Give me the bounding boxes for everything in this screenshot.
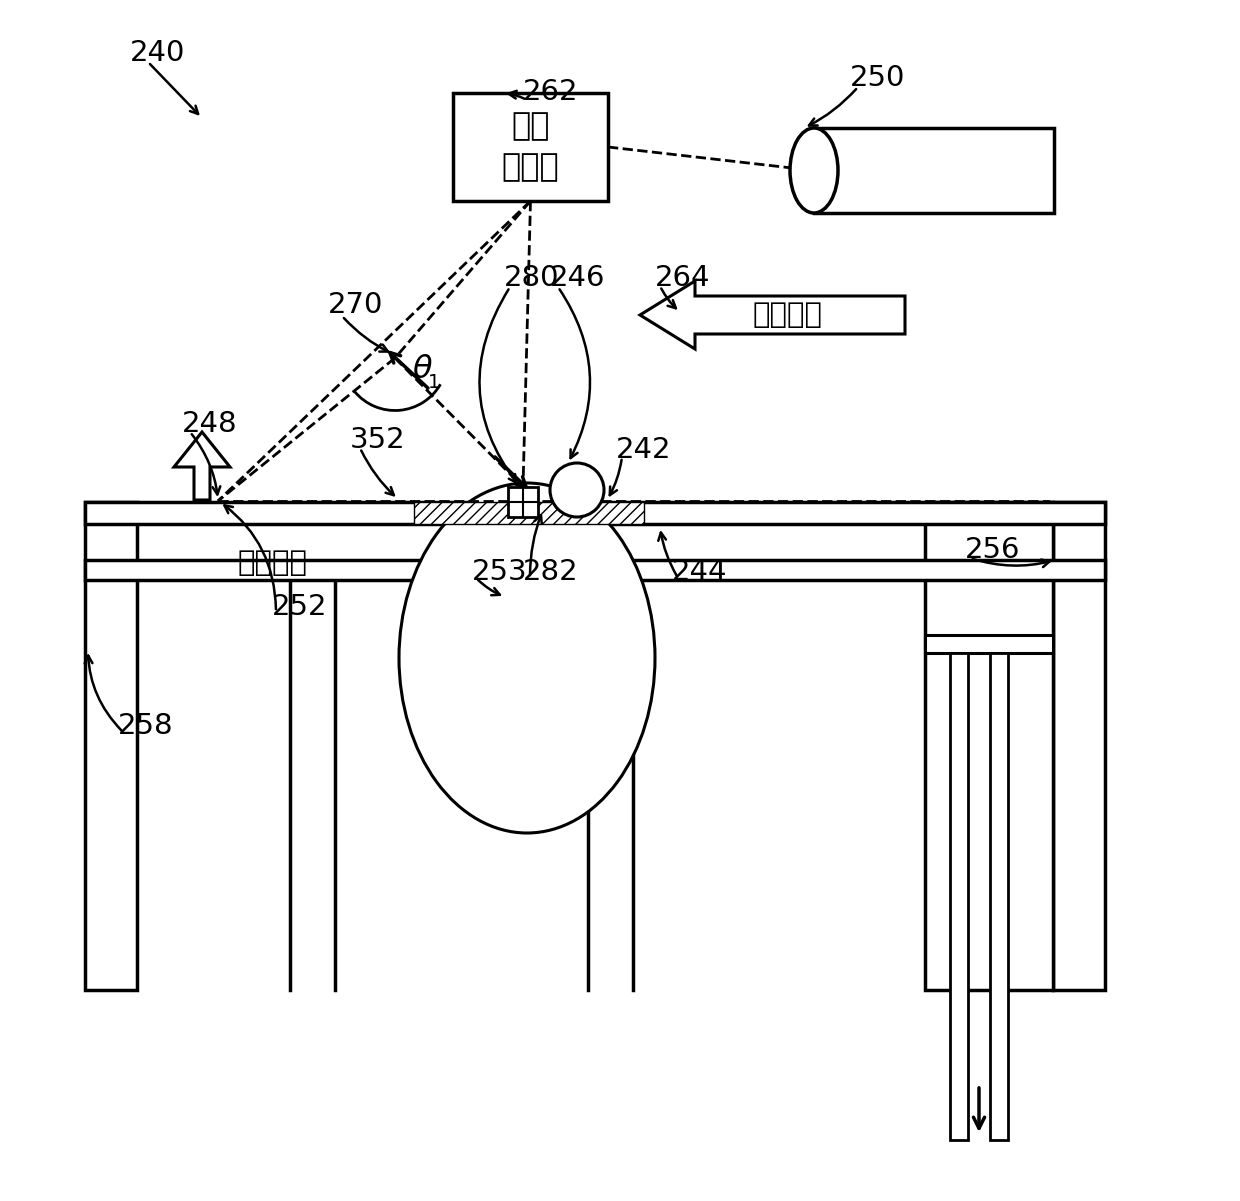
Text: 256: 256 (965, 536, 1021, 564)
Text: 270: 270 (329, 291, 383, 319)
Polygon shape (640, 281, 905, 349)
Text: 250: 250 (849, 64, 905, 92)
Polygon shape (174, 432, 229, 500)
Circle shape (551, 464, 604, 516)
Bar (925, 635, 1053, 653)
Bar (86, 502, 1105, 524)
Text: 240: 240 (130, 38, 185, 67)
Text: 248: 248 (182, 410, 238, 438)
Text: 振镜
扫描器: 振镜 扫描器 (502, 112, 559, 183)
Text: 280: 280 (503, 264, 559, 292)
Text: 244: 244 (672, 558, 728, 586)
Bar (1053, 502, 1105, 990)
Text: 264: 264 (655, 264, 711, 292)
Text: 1: 1 (428, 374, 440, 393)
Text: 352: 352 (350, 426, 405, 454)
Bar (86, 502, 136, 990)
Bar (508, 486, 538, 516)
Text: 重涂方向: 重涂方向 (753, 301, 822, 329)
Text: 262: 262 (523, 78, 579, 106)
Text: 242: 242 (616, 436, 672, 464)
Ellipse shape (399, 483, 655, 833)
Bar (414, 502, 644, 524)
Bar (86, 560, 1105, 580)
Text: θ: θ (412, 354, 432, 386)
Bar (453, 92, 608, 201)
Text: 282: 282 (523, 558, 579, 586)
Bar (990, 653, 1008, 1140)
Text: 246: 246 (551, 264, 605, 292)
Text: 构建方向: 构建方向 (238, 549, 308, 576)
Bar (925, 502, 1053, 990)
Text: 253: 253 (472, 558, 528, 586)
Text: 252: 252 (272, 593, 327, 621)
Bar (950, 653, 968, 1140)
Ellipse shape (790, 129, 838, 213)
Text: 258: 258 (118, 712, 174, 740)
Bar (813, 129, 1054, 213)
